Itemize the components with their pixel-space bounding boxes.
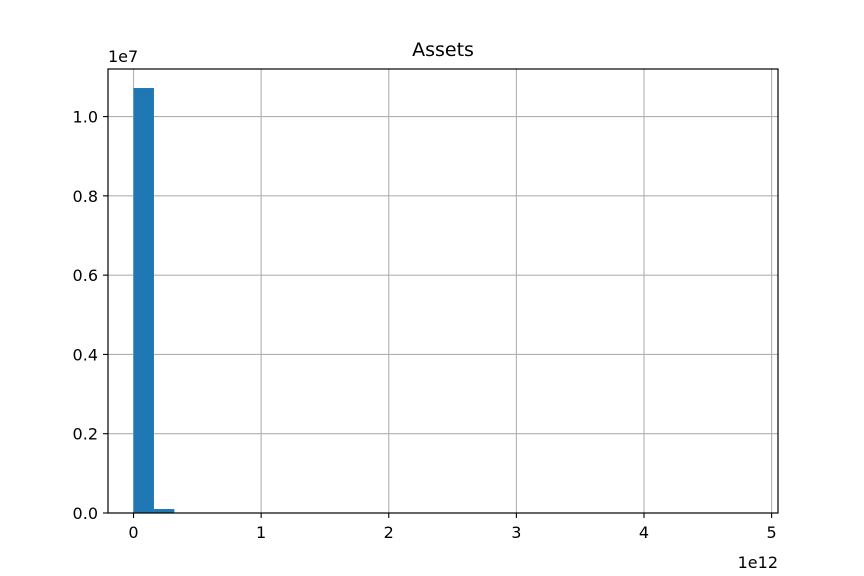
x-axis-offset-label: 1e12 [738,553,778,572]
y-axis-offset-label: 1e7 [108,47,138,66]
y-tick-label: 0.0 [73,504,98,523]
y-tick-label: 0.4 [73,345,98,364]
x-tick-label: 5 [767,523,777,542]
y-tick-label: 0.6 [73,266,98,285]
x-axis-ticks: 0 1 2 3 4 5 [128,513,777,542]
histogram-bar [153,509,175,513]
histogram-bar [133,88,154,514]
y-tick-label: 0.8 [73,187,98,206]
axes-frame [107,68,779,514]
histogram-bars [133,88,175,514]
x-tick-label: 1 [256,523,266,542]
chart-title: Assets [412,39,474,61]
x-tick-label: 3 [511,523,521,542]
y-axis-ticks: 0.0 0.2 0.4 0.6 0.8 1.0 [73,108,108,523]
x-tick-label: 2 [384,523,394,542]
x-tick-label: 0 [128,523,138,542]
x-tick-label: 4 [639,523,649,542]
y-tick-label: 1.0 [73,108,98,127]
y-tick-label: 0.2 [73,425,98,444]
